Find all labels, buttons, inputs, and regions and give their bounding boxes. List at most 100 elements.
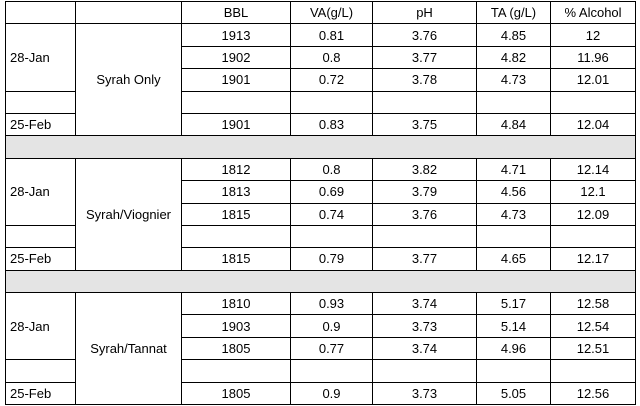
value-cell: 1812 <box>181 157 291 182</box>
group-label: Syrah/Viognier <box>75 157 182 271</box>
empty-cell <box>181 224 291 249</box>
value-cell: 12.51 <box>550 336 636 361</box>
table-row: 1813 0.69 3.79 4.56 12.1 <box>6 180 636 204</box>
separator-row <box>5 269 636 294</box>
value-cell: 1815 <box>181 247 291 271</box>
table-row <box>5 135 636 159</box>
table-row: 1903 0.9 3.73 5.14 12.54 <box>6 314 636 338</box>
value-cell: 12.14 <box>550 157 636 182</box>
group-label: Syrah/Tannat <box>75 292 182 406</box>
value-cell: 0.93 <box>290 292 373 316</box>
value-cell: 3.76 <box>372 202 477 226</box>
empty-cell <box>5 0 76 25</box>
column-header: TA (g/L) <box>476 0 551 25</box>
empty-cell <box>550 224 636 249</box>
date-cell: 28-Jan <box>5 23 76 92</box>
value-cell: 0.69 <box>290 180 373 204</box>
value-cell: 0.77 <box>290 336 373 361</box>
empty-cell <box>550 359 636 383</box>
value-cell: 3.73 <box>372 381 477 406</box>
table-row: 1805 0.77 3.74 4.96 12.51 <box>6 336 636 361</box>
empty-cell <box>290 224 373 249</box>
column-header: VA(g/L) <box>290 0 373 25</box>
value-cell: 1901 <box>181 112 291 137</box>
table-row: BBL VA(g/L) pH TA (g/L)% Alcohol <box>5 0 636 25</box>
empty-cell <box>181 90 291 114</box>
value-cell: 0.83 <box>290 112 373 137</box>
value-cell: 4.96 <box>476 336 551 361</box>
table-row: 28-Jan Syrah/Viognier 1812 0.8 3.82 4.71 12.14 <box>5 157 636 271</box>
table-row <box>5 269 636 294</box>
empty-cell <box>181 359 291 383</box>
value-cell: 4.82 <box>476 45 551 70</box>
value-cell: 0.8 <box>290 45 373 70</box>
value-cell: 1902 <box>181 45 291 70</box>
column-header: BBL <box>181 0 291 25</box>
empty-cell <box>476 359 551 383</box>
empty-cell <box>75 0 182 25</box>
value-cell: 12.01 <box>550 68 636 92</box>
value-cell: 1805 <box>181 381 291 406</box>
value-cell: 1815 <box>181 202 291 226</box>
value-cell: 0.79 <box>290 247 373 271</box>
empty-cell <box>476 90 551 114</box>
value-cell: 0.8 <box>290 157 373 182</box>
empty-cell <box>5 224 76 249</box>
value-cell: 3.82 <box>372 157 477 182</box>
table-row <box>5 359 636 383</box>
value-cell: 4.65 <box>476 247 551 271</box>
value-cell: 4.85 <box>476 23 551 47</box>
value-cell: 1813 <box>181 180 291 204</box>
empty-cell <box>476 224 551 249</box>
date-cell: 25-Feb <box>5 112 76 137</box>
value-cell: 12.1 <box>550 180 636 204</box>
value-cell: 12.17 <box>550 247 636 271</box>
value-cell: 3.73 <box>372 314 477 338</box>
value-cell: 0.9 <box>290 314 373 338</box>
date-cell: 25-Feb <box>5 247 76 271</box>
empty-cell <box>290 359 373 383</box>
value-cell: 3.74 <box>372 336 477 361</box>
value-cell: 12.56 <box>550 381 636 406</box>
value-cell: 5.14 <box>476 314 551 338</box>
value-cell: 12.09 <box>550 202 636 226</box>
value-cell: 4.84 <box>476 112 551 137</box>
date-cell: 25-Feb <box>5 381 76 406</box>
table-row <box>5 224 636 249</box>
value-cell: 4.71 <box>476 157 551 182</box>
value-cell: 1903 <box>181 314 291 338</box>
value-cell: 3.77 <box>372 247 477 271</box>
value-cell: 12.04 <box>550 112 636 137</box>
value-cell: 12.54 <box>550 314 636 338</box>
empty-cell <box>372 359 477 383</box>
value-cell: 0.81 <box>290 23 373 47</box>
value-cell: 3.79 <box>372 180 477 204</box>
date-cell: 28-Jan <box>5 157 76 226</box>
value-cell: 1913 <box>181 23 291 47</box>
table-row: 1902 0.8 3.77 4.82 11.96 <box>6 45 636 70</box>
value-cell: 1810 <box>181 292 291 316</box>
value-cell: 11.96 <box>550 45 636 70</box>
value-cell: 3.77 <box>372 45 477 70</box>
table-row: 28-Jan Syrah Only 1913 0.81 3.76 4.85 12 <box>5 23 636 137</box>
value-cell: 12.58 <box>550 292 636 316</box>
empty-cell <box>5 90 76 114</box>
table-row: 25-Feb 1805 0.9 3.73 5.05 12.56 <box>5 381 636 406</box>
column-header: pH <box>372 0 477 25</box>
value-cell: 0.9 <box>290 381 373 406</box>
value-cell: 1901 <box>181 68 291 92</box>
empty-cell <box>372 90 477 114</box>
table-body: BBL VA(g/L) pH TA (g/L)% Alcohol 28-Jan Syrah… <box>5 0 636 406</box>
value-cell: 3.76 <box>372 23 477 47</box>
value-cell: 5.05 <box>476 381 551 406</box>
table-row: 28-Jan Syrah/Tannat 1810 0.93 3.74 5.17 12.58 <box>5 292 636 406</box>
separator-row <box>5 135 636 159</box>
value-cell: 1805 <box>181 336 291 361</box>
value-cell: 3.74 <box>372 292 477 316</box>
table-row: 1815 0.74 3.76 4.73 12.09 <box>6 202 636 226</box>
value-cell: 5.17 <box>476 292 551 316</box>
date-cell: 28-Jan <box>5 292 76 361</box>
empty-cell <box>5 359 76 383</box>
value-cell: 4.73 <box>476 202 551 226</box>
